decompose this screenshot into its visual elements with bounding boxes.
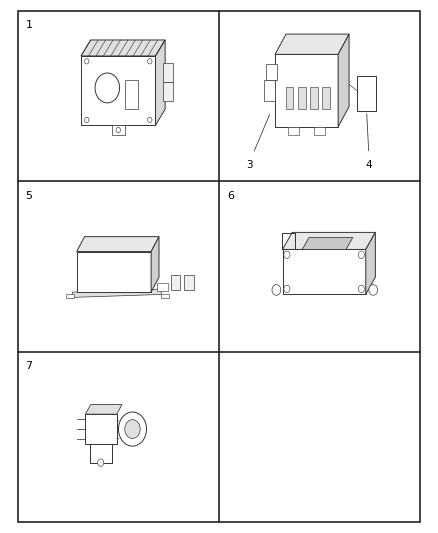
Text: 1: 1 — [25, 20, 32, 30]
Circle shape — [95, 73, 120, 103]
Bar — [112, 125, 125, 135]
Bar — [184, 275, 194, 290]
Bar — [314, 127, 325, 135]
Bar — [266, 64, 277, 80]
Polygon shape — [85, 405, 122, 414]
Bar — [157, 282, 168, 290]
Text: 4: 4 — [365, 160, 372, 170]
Polygon shape — [275, 54, 338, 127]
Bar — [310, 87, 318, 109]
Bar — [163, 82, 173, 101]
Text: 6: 6 — [227, 191, 234, 201]
Circle shape — [358, 251, 364, 259]
Bar — [161, 294, 169, 298]
Bar — [66, 294, 74, 298]
Bar — [298, 87, 306, 109]
Polygon shape — [264, 80, 275, 101]
Text: 5: 5 — [25, 191, 32, 201]
Circle shape — [272, 285, 281, 295]
Circle shape — [85, 59, 89, 64]
Bar — [163, 63, 173, 82]
Circle shape — [98, 459, 104, 466]
Polygon shape — [275, 34, 349, 54]
Polygon shape — [283, 249, 366, 294]
Circle shape — [125, 419, 140, 439]
Circle shape — [284, 251, 290, 259]
Bar — [322, 87, 330, 109]
Bar — [286, 87, 293, 109]
Polygon shape — [77, 252, 151, 292]
Polygon shape — [72, 289, 161, 297]
Bar — [171, 275, 180, 290]
Circle shape — [369, 285, 378, 295]
Circle shape — [148, 117, 152, 123]
Circle shape — [358, 285, 364, 293]
Polygon shape — [77, 237, 159, 252]
Polygon shape — [366, 232, 375, 294]
Polygon shape — [357, 76, 376, 111]
Polygon shape — [81, 40, 165, 56]
Text: 7: 7 — [25, 361, 32, 372]
Circle shape — [85, 117, 89, 123]
Polygon shape — [302, 238, 353, 249]
Polygon shape — [81, 56, 155, 125]
Circle shape — [116, 127, 120, 133]
Text: 3: 3 — [246, 160, 253, 170]
Bar — [125, 80, 138, 109]
Polygon shape — [338, 34, 349, 127]
Polygon shape — [283, 232, 375, 249]
Polygon shape — [151, 237, 159, 292]
Circle shape — [118, 412, 146, 446]
Polygon shape — [85, 414, 117, 444]
Polygon shape — [155, 40, 165, 125]
Circle shape — [284, 285, 290, 293]
Circle shape — [148, 59, 152, 64]
Bar — [288, 127, 299, 135]
